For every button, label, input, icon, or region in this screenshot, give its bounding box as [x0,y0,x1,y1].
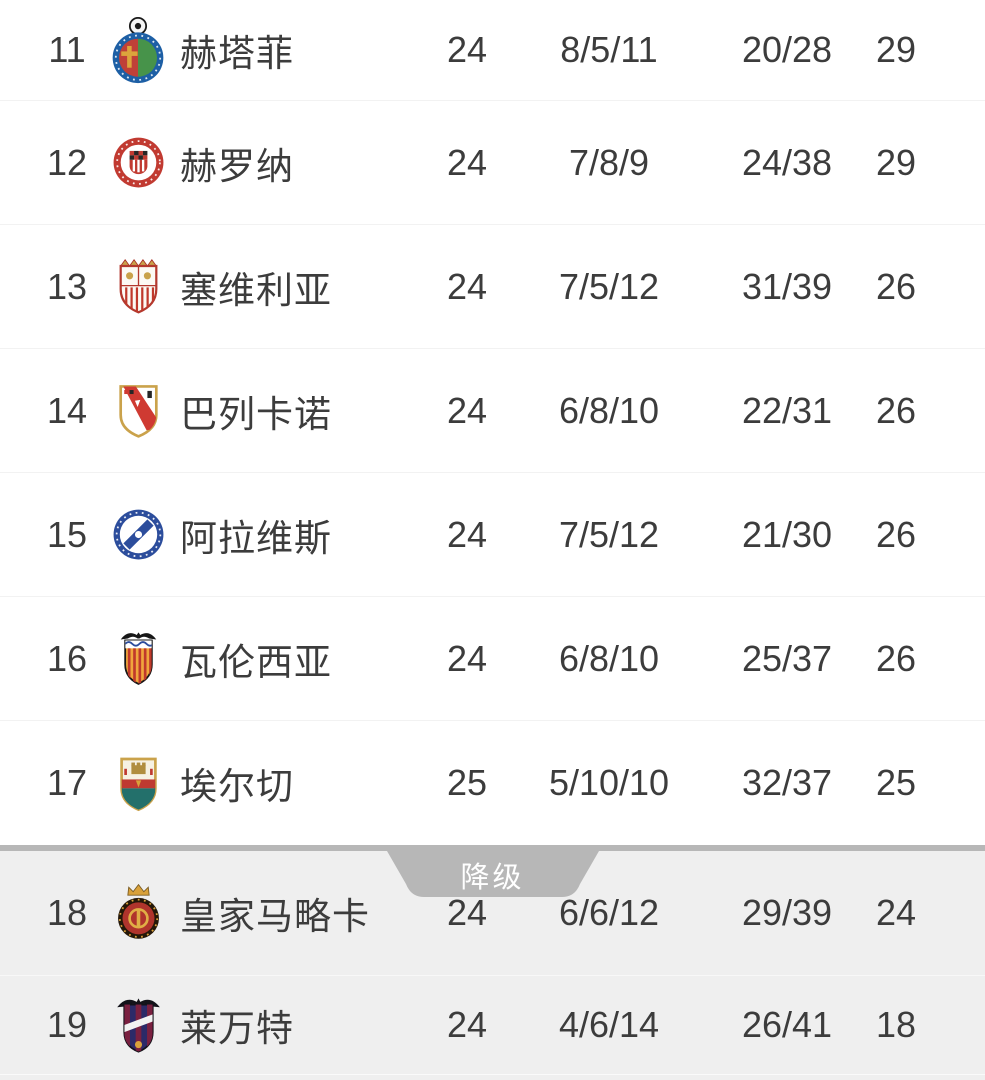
getafe-crest-icon [96,16,180,84]
rank: 17 [46,762,88,803]
relegation-badge: 降级 [386,851,599,897]
alaves-crest-icon [96,506,180,563]
team-name: 阿拉维斯 [180,517,332,559]
levante-crest-icon [96,993,180,1057]
rank: 19 [46,1004,88,1045]
matches-played: 24 [446,389,488,431]
matches-played: 24 [446,29,488,70]
points: 26 [875,265,917,307]
goals-for-against: 24/38 [741,141,833,183]
rank: 16 [46,637,88,679]
goals-for-against: 21/30 [741,513,833,555]
team-name: 塞维利亚 [180,269,332,311]
sevilla-crest-icon [96,255,180,318]
rank: 12 [46,141,88,183]
team-name: 皇家马略卡 [180,896,370,937]
goals-for-against: 29/39 [741,892,833,933]
midtable-section: 11 赫塔菲 24 8/5/11 20/28 29 [0,0,985,845]
points: 18 [875,1004,917,1045]
mallorca-crest-icon [96,881,180,945]
win-draw-loss: 8/5/11 [560,29,658,70]
table-row[interactable]: 17 [0,721,985,845]
relegation-badge-shape [386,851,599,897]
points: 29 [875,141,917,183]
table-row[interactable]: 12 赫罗纳 24 7/8/9 24/38 [0,101,985,225]
rank: 11 [48,29,86,70]
points: 24 [875,892,917,933]
table-row[interactable]: 19 莱万特 24 4/6/14 26/41 [0,976,985,1074]
team-name: 巴列卡诺 [180,393,332,435]
win-draw-loss: 6/6/12 [558,892,660,933]
win-draw-loss: 4/6/14 [558,1004,660,1045]
elche-crest-icon [96,751,180,815]
points: 26 [875,637,917,679]
points: 26 [875,389,917,431]
points: 25 [875,762,917,803]
team-name: 赫罗纳 [180,145,294,187]
rank: 18 [46,892,88,933]
team-name: 埃尔切 [180,766,294,807]
points: 26 [875,513,917,555]
win-draw-loss: 5/10/10 [548,762,670,803]
win-draw-loss: 7/5/12 [558,265,660,307]
table-row[interactable]: 13 [0,225,985,349]
next-row-edge [0,1074,985,1080]
matches-played: 24 [446,265,488,307]
win-draw-loss: 6/8/10 [558,389,660,431]
goals-for-against: 22/31 [741,389,833,431]
table-row[interactable]: 14 巴列卡诺 24 6/8/10 22/31 26 [0,349,985,473]
table-row[interactable]: 11 赫塔菲 24 8/5/11 20/28 29 [0,0,985,101]
matches-played: 25 [446,762,488,803]
matches-played: 24 [446,637,488,679]
team-name: 瓦伦西亚 [180,641,332,683]
goals-for-against: 25/37 [741,637,833,679]
rank: 14 [46,389,88,431]
relegation-badge-label: 降级 [460,862,525,894]
win-draw-loss: 7/8/9 [568,141,650,183]
valencia-crest-icon [96,627,180,691]
team-name: 莱万特 [180,1008,294,1049]
goals-for-against: 20/28 [741,29,833,70]
matches-played: 24 [446,892,488,933]
matches-played: 24 [446,513,488,555]
girona-crest-icon [96,134,180,191]
goals-for-against: 26/41 [741,1004,833,1045]
goals-for-against: 32/37 [741,762,833,803]
matches-played: 24 [446,141,488,183]
relegation-zone-section: 降级 18 皇家马略卡 24 6/6/12 29/39 24 [0,845,985,1080]
win-draw-loss: 7/5/12 [558,513,660,555]
win-draw-loss: 6/8/10 [558,637,660,679]
matches-played: 24 [446,1004,488,1045]
table-row[interactable]: 18 皇家马略卡 24 6/6/12 29/39 24 [0,851,985,976]
points: 29 [875,29,917,70]
rank: 13 [46,265,88,307]
table-row[interactable]: 15 阿拉维斯 24 7/5/12 21/30 26 [0,473,985,597]
table-row[interactable]: 16 瓦伦西亚 24 [0,597,985,721]
team-name: 赫塔菲 [180,33,294,74]
rank: 15 [46,513,88,555]
rayo-vallecano-crest-icon [96,379,180,442]
goals-for-against: 31/39 [741,265,833,307]
